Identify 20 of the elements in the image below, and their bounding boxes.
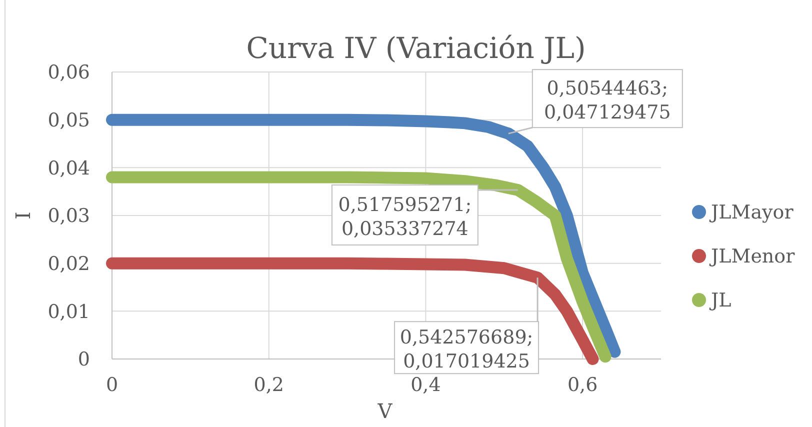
x-tick-label: 0,2	[254, 374, 284, 396]
y-tick-label: 0,05	[48, 109, 90, 132]
chart-title: Curva IV (Variación JL)	[246, 31, 586, 65]
x-tick-label: 0,4	[410, 374, 441, 396]
y-tick-label: 0,06	[48, 62, 90, 84]
annotation: 0,542576689; 0,017019425	[400, 326, 534, 373]
y-tick-label: 0,03	[48, 205, 90, 228]
x-tick-label: 0,6	[567, 374, 598, 396]
legend-label: JLMenor	[709, 246, 796, 268]
legend-label: JLMayor	[709, 202, 794, 224]
x-tick-label: 0	[106, 374, 118, 396]
y-axis-title: I	[11, 212, 35, 220]
y-tick-label: 0,01	[48, 300, 90, 323]
y-tick-label: 0	[78, 348, 90, 371]
x-axis-title: V	[376, 399, 393, 423]
y-tick-label: 0,02	[48, 252, 90, 275]
annotation: 0,517595271; 0,035337274	[338, 194, 472, 240]
legend-label: JL	[709, 290, 732, 312]
annotation: 0,50544463; 0,047129475	[544, 78, 671, 124]
y-tick-label: 0,04	[48, 157, 90, 180]
